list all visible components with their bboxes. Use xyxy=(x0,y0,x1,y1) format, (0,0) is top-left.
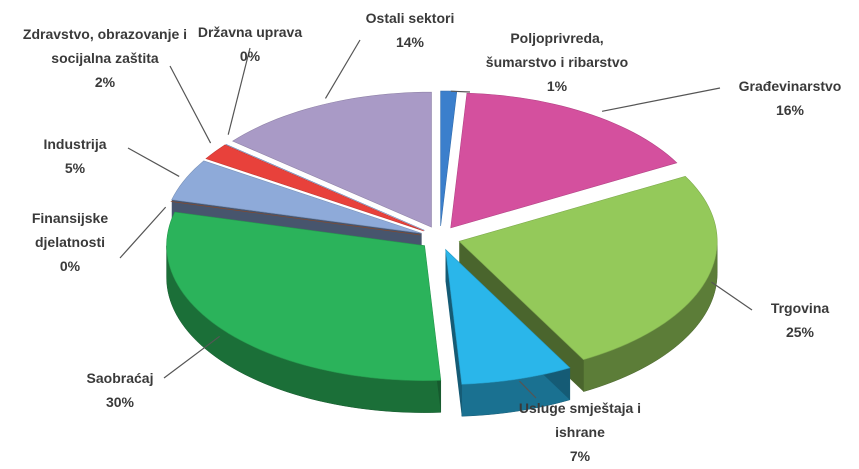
value-label: 1% xyxy=(546,78,568,94)
value-label: 16% xyxy=(775,102,805,118)
label-box: Zdravstvo, obrazovanje i socijalna zašti… xyxy=(10,22,200,94)
slice-tops xyxy=(166,90,718,385)
slice-label: Državna uprava 0% xyxy=(190,20,310,68)
leader-line xyxy=(127,147,180,177)
value-label: 7% xyxy=(569,448,591,464)
slice-edge xyxy=(445,249,462,417)
category-label: Trgovina xyxy=(770,300,830,316)
label-box: Industrija 5% xyxy=(20,132,130,180)
label-box: Ostali sektori 14% xyxy=(345,6,475,54)
category-label: Usluge smještaja i ishrane xyxy=(518,400,642,440)
leader-line xyxy=(227,47,251,135)
label-box: Saobraćaj 30% xyxy=(60,366,180,414)
category-label: Zdravstvo, obrazovanje i socijalna zašti… xyxy=(22,26,188,66)
slice xyxy=(232,91,432,228)
slice xyxy=(171,160,422,234)
slice-label: Industrija 5% xyxy=(20,132,130,180)
value-label: 2% xyxy=(94,74,116,90)
value-label: 0% xyxy=(59,258,81,274)
slice xyxy=(450,92,678,229)
slice-label: Trgovina 25% xyxy=(750,296,850,344)
label-box: Trgovina 25% xyxy=(750,296,850,344)
leader-line xyxy=(518,380,537,399)
leader-line xyxy=(169,65,212,144)
slice-label: Poljoprivreda, šumarstvo i ribarstvo 1% xyxy=(482,26,632,98)
slice-label: Ostali sektori 14% xyxy=(345,6,475,54)
slice xyxy=(458,175,718,360)
category-label: Ostali sektori xyxy=(365,10,455,26)
value-label: 30% xyxy=(105,394,135,410)
slice xyxy=(445,248,571,385)
leader-line xyxy=(601,87,721,112)
slice-label: Usluge smještaja i ishrane 7% xyxy=(505,396,655,468)
leader-line xyxy=(324,39,361,99)
leader-line xyxy=(119,206,167,259)
label-box: Građevinarstvo 16% xyxy=(720,74,859,122)
slice-label: Građevinarstvo 16% xyxy=(720,74,859,122)
category-label: Finansijske djelatnosti xyxy=(31,210,109,250)
label-box: Finansijske djelatnosti 0% xyxy=(20,206,120,278)
leader-line xyxy=(711,281,753,311)
slice-label: Finansijske djelatnosti 0% xyxy=(20,206,120,278)
slice xyxy=(166,211,442,381)
category-label: Poljoprivreda, šumarstvo i ribarstvo xyxy=(485,30,629,70)
value-label: 5% xyxy=(64,160,86,176)
label-box: Poljoprivreda, šumarstvo i ribarstvo 1% xyxy=(482,26,632,98)
slice xyxy=(170,201,421,236)
leader-line xyxy=(163,335,220,379)
category-label: Državna uprava xyxy=(197,24,303,40)
category-label: Industrija xyxy=(43,136,107,152)
slice-label: Saobraćaj 30% xyxy=(60,366,180,414)
slice xyxy=(205,144,424,232)
category-label: Saobraćaj xyxy=(86,370,154,386)
label-box: Državna uprava 0% xyxy=(190,20,310,68)
slice xyxy=(440,90,458,227)
labels: Poljoprivreda, šumarstvo i ribarstvo 1% Gr… xyxy=(10,6,859,468)
label-box: Usluge smještaja i ishrane 7% xyxy=(505,396,655,468)
leader-line xyxy=(450,90,471,93)
value-label: 14% xyxy=(395,34,425,50)
value-label: 25% xyxy=(785,324,815,340)
slice-label: Zdravstvo, obrazovanje i socijalna zašti… xyxy=(10,22,200,94)
category-label: Građevinarstvo xyxy=(738,78,842,94)
value-label: 0% xyxy=(239,48,261,64)
